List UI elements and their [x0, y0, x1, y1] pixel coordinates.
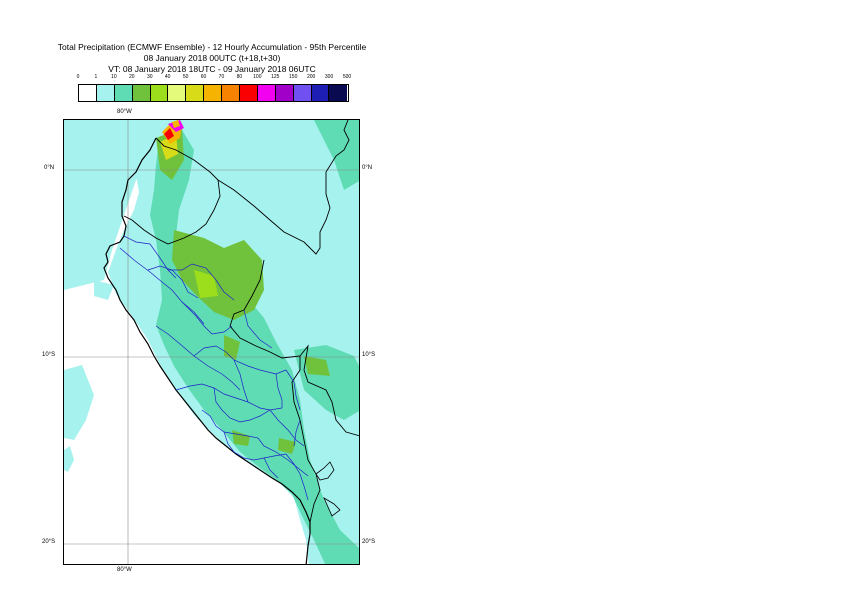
legend-color-box [275, 85, 294, 101]
legend-color-box [257, 85, 276, 101]
legend-threshold-label: 200 [306, 74, 316, 80]
chart-title-block: Total Precipitation (ECMWF Ensemble) - 1… [0, 42, 424, 75]
lake-titicaca [315, 461, 335, 481]
legend-color-box [311, 85, 330, 101]
legend-threshold-label: 10 [111, 74, 117, 80]
legend-threshold-label: 40 [164, 74, 171, 80]
lon-label-top: 80°W [117, 109, 132, 115]
admin1-borders [119, 235, 309, 501]
precip-peak-core [172, 120, 180, 128]
map-frame [63, 119, 360, 565]
lat-label-20s-right: 20°S [362, 539, 376, 545]
legend-color-boxes [78, 84, 349, 102]
legend-color-box [132, 85, 151, 101]
legend-threshold-label: 30 [146, 74, 153, 80]
land-precip-green-4 [278, 438, 296, 454]
legend-color-box [329, 85, 348, 101]
border-peru-brazil-north [217, 120, 350, 255]
legend-threshold-label: 500 [342, 74, 352, 80]
legend-threshold-label: 1 [94, 74, 98, 80]
title-line-2: 08 January 2018 00UTC (t+18,t+30) [143, 53, 281, 63]
legend-threshold-label: 0 [76, 74, 80, 80]
title-line-3: VT: 08 January 2018 18UTC - 09 January 2… [108, 64, 316, 74]
legend-threshold-label: 50 [182, 74, 189, 80]
legend-threshold-label: 70 [218, 74, 225, 80]
lat-label-0n-right: 0°N [362, 165, 373, 171]
color-legend: 0 1 10 20 30 40 50 60 70 80 100 125 150 200 300 500 [76, 74, 352, 102]
legend-threshold-label: 100 [253, 74, 262, 80]
legend-color-box [204, 85, 223, 101]
land-precip-green-5 [304, 356, 330, 376]
legend-threshold-label: 125 [271, 74, 280, 80]
legend-threshold-label: 20 [129, 74, 135, 80]
legend-color-box [222, 85, 241, 101]
legend-color-box [186, 85, 205, 101]
legend-color-box [150, 85, 169, 101]
ocean-precip-patch-2 [94, 280, 114, 300]
legend-color-box [79, 85, 97, 101]
legend-color-box [168, 85, 187, 101]
legend-threshold-label: 60 [200, 74, 207, 80]
legend-threshold-label: 300 [324, 74, 334, 80]
precip-peak-red [164, 128, 174, 140]
legend-color-box [293, 85, 312, 101]
land-precip-green-1 [172, 230, 264, 320]
border-peru-bolivia [291, 356, 321, 523]
land-precip-yellowgreen-1 [194, 270, 218, 298]
legend-color-box [96, 85, 115, 101]
lat-label-10s-right: 10°S [362, 352, 376, 358]
border-chile-bolivia [323, 497, 341, 517]
legend-threshold-label: 80 [236, 74, 243, 80]
lat-label-0n-left: 0°N [44, 165, 55, 171]
lat-label-10s-left: 10°S [42, 352, 56, 358]
title-line-1: Total Precipitation (ECMWF Ensemble) - 1… [57, 42, 367, 52]
legend-threshold-label: 150 [289, 74, 298, 80]
coastline [103, 137, 311, 564]
lon-label-bottom: 80°W [117, 567, 132, 573]
ocean-precip-patch-1 [64, 446, 74, 472]
legend-color-box [114, 85, 133, 101]
ocean-precip-area-central [64, 365, 94, 440]
lat-label-20s-left: 20°S [42, 539, 56, 545]
legend-threshold-labels: 0 1 10 20 30 40 50 60 70 80 100 125 150 200 300 500 [76, 74, 352, 84]
border-colombia-ecuador [123, 137, 221, 245]
precipitation-map [64, 120, 359, 564]
legend-color-box [240, 85, 258, 101]
